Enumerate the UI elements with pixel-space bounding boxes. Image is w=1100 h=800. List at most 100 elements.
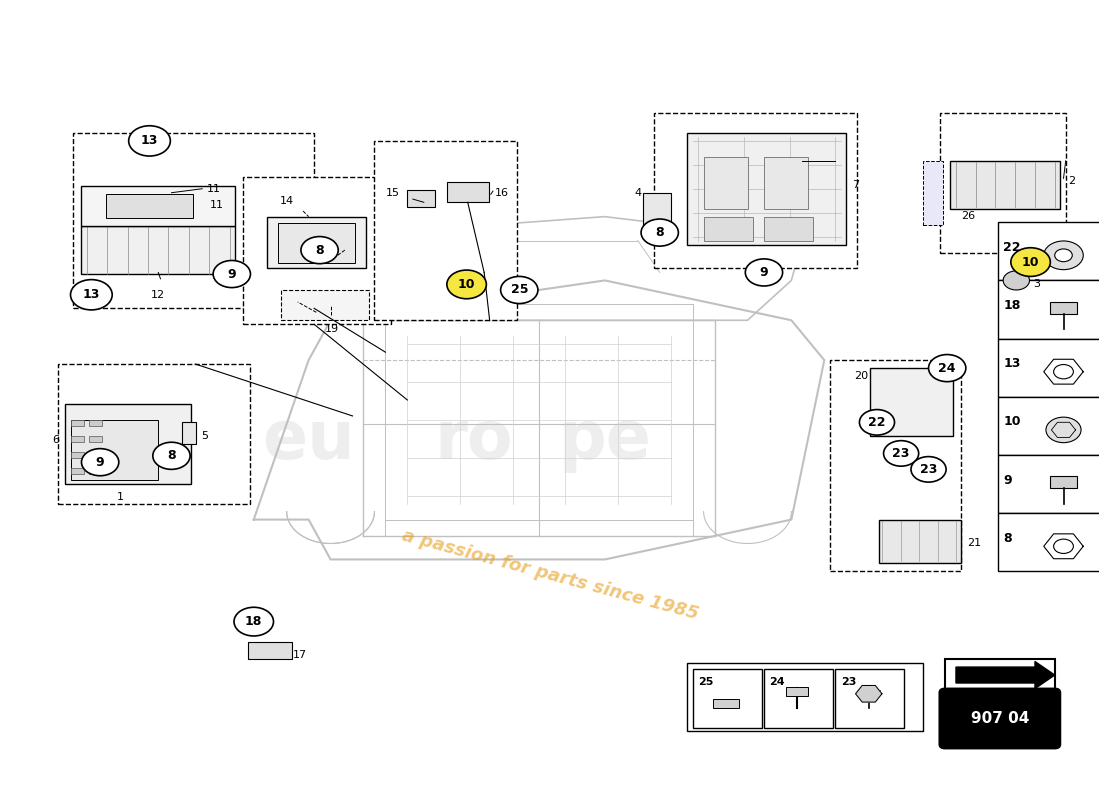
FancyBboxPatch shape xyxy=(374,141,517,320)
FancyBboxPatch shape xyxy=(70,452,84,458)
Text: 7: 7 xyxy=(851,180,859,190)
FancyBboxPatch shape xyxy=(764,217,813,241)
FancyBboxPatch shape xyxy=(70,468,84,474)
Circle shape xyxy=(129,126,170,156)
Text: 26: 26 xyxy=(961,210,976,221)
Text: 23: 23 xyxy=(840,677,856,686)
Circle shape xyxy=(641,219,679,246)
Circle shape xyxy=(928,354,966,382)
FancyBboxPatch shape xyxy=(835,669,904,729)
Circle shape xyxy=(911,457,946,482)
FancyBboxPatch shape xyxy=(65,404,191,484)
Text: eu: eu xyxy=(262,407,355,473)
Bar xyxy=(998,222,1100,281)
Circle shape xyxy=(500,277,538,303)
Text: 18: 18 xyxy=(245,615,263,628)
Polygon shape xyxy=(956,662,1055,689)
FancyBboxPatch shape xyxy=(70,436,84,442)
Text: 23: 23 xyxy=(892,447,910,460)
FancyBboxPatch shape xyxy=(764,669,833,729)
Text: 4: 4 xyxy=(634,188,641,198)
FancyBboxPatch shape xyxy=(282,290,369,320)
Text: 24: 24 xyxy=(938,362,956,374)
Text: 11: 11 xyxy=(207,184,221,194)
Text: eu: eu xyxy=(97,379,202,453)
Circle shape xyxy=(1054,539,1074,554)
FancyBboxPatch shape xyxy=(870,368,953,436)
Text: ro: ro xyxy=(433,407,513,473)
Bar xyxy=(998,338,1100,397)
FancyBboxPatch shape xyxy=(829,360,961,571)
FancyBboxPatch shape xyxy=(939,113,1066,253)
FancyBboxPatch shape xyxy=(183,422,196,444)
Circle shape xyxy=(70,280,112,310)
FancyBboxPatch shape xyxy=(939,689,1060,748)
Circle shape xyxy=(1003,271,1030,290)
FancyBboxPatch shape xyxy=(447,182,488,202)
Text: 9: 9 xyxy=(228,267,236,281)
FancyBboxPatch shape xyxy=(70,420,158,480)
Polygon shape xyxy=(856,686,882,702)
Text: 13: 13 xyxy=(141,134,158,147)
Text: 3: 3 xyxy=(1033,279,1039,290)
Text: 6: 6 xyxy=(53,435,59,445)
FancyBboxPatch shape xyxy=(688,133,846,245)
Text: 16: 16 xyxy=(495,188,509,198)
Text: 8: 8 xyxy=(167,450,176,462)
Text: pe: pe xyxy=(559,407,651,473)
Text: 14: 14 xyxy=(279,196,294,206)
FancyBboxPatch shape xyxy=(106,194,194,218)
Bar xyxy=(998,281,1100,338)
FancyBboxPatch shape xyxy=(704,157,748,209)
Text: 23: 23 xyxy=(920,463,937,476)
FancyBboxPatch shape xyxy=(764,157,807,209)
Text: 907 04: 907 04 xyxy=(970,711,1028,726)
Text: 8: 8 xyxy=(1003,532,1012,545)
Text: 8: 8 xyxy=(656,226,664,239)
Circle shape xyxy=(1011,248,1050,277)
Text: 9: 9 xyxy=(1003,474,1012,486)
FancyBboxPatch shape xyxy=(713,698,739,708)
Bar xyxy=(998,397,1100,455)
FancyBboxPatch shape xyxy=(81,226,235,274)
Text: 21: 21 xyxy=(967,538,981,549)
Text: 10: 10 xyxy=(458,278,475,291)
Text: 9: 9 xyxy=(760,266,768,279)
Text: 15: 15 xyxy=(386,188,399,198)
Circle shape xyxy=(859,410,894,435)
Circle shape xyxy=(234,607,274,636)
FancyBboxPatch shape xyxy=(786,686,808,696)
Circle shape xyxy=(1044,241,1084,270)
FancyBboxPatch shape xyxy=(70,420,84,426)
FancyBboxPatch shape xyxy=(81,186,235,226)
Circle shape xyxy=(153,442,190,470)
Text: 13: 13 xyxy=(82,288,100,302)
FancyBboxPatch shape xyxy=(950,161,1060,209)
FancyBboxPatch shape xyxy=(693,669,762,729)
Text: 19: 19 xyxy=(326,324,339,334)
Text: 11: 11 xyxy=(210,200,224,210)
Bar xyxy=(998,455,1100,514)
Circle shape xyxy=(1046,417,1081,442)
Text: 12: 12 xyxy=(151,290,165,300)
Text: 13: 13 xyxy=(1003,358,1021,370)
FancyBboxPatch shape xyxy=(243,177,390,324)
FancyBboxPatch shape xyxy=(654,113,857,269)
FancyBboxPatch shape xyxy=(644,193,671,225)
Circle shape xyxy=(746,259,782,286)
Bar xyxy=(1050,476,1077,488)
Circle shape xyxy=(81,449,119,476)
Text: 18: 18 xyxy=(1003,299,1021,312)
Text: 10: 10 xyxy=(1003,415,1021,429)
Circle shape xyxy=(447,270,486,298)
FancyBboxPatch shape xyxy=(879,519,961,563)
Bar xyxy=(1050,302,1077,314)
FancyBboxPatch shape xyxy=(89,452,102,458)
FancyBboxPatch shape xyxy=(89,420,102,426)
Text: 24: 24 xyxy=(769,677,785,686)
Text: 8: 8 xyxy=(316,244,323,257)
FancyBboxPatch shape xyxy=(704,217,754,241)
FancyBboxPatch shape xyxy=(58,364,251,504)
FancyBboxPatch shape xyxy=(249,642,293,659)
FancyBboxPatch shape xyxy=(688,663,923,731)
